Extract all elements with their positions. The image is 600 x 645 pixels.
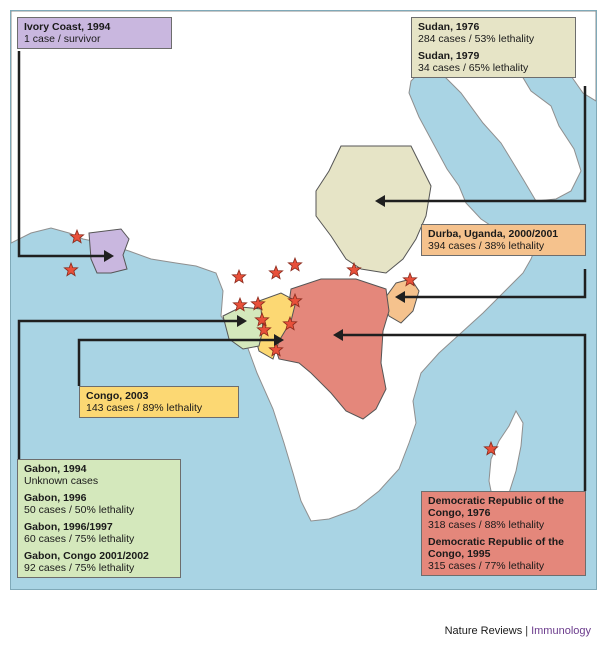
congo-title: Congo, 2003 [86, 390, 149, 402]
ivory-coast-region [88, 228, 130, 274]
gabon-entry-1996: Gabon, 1996 50 cases / 50% lethality [24, 492, 174, 516]
outbreak-star-icon [483, 440, 499, 456]
gabon-1994-title: Gabon, 1994 [24, 463, 87, 475]
outbreak-star-icon [63, 261, 79, 277]
outbreak-star-icon [346, 261, 362, 277]
congo-label: Congo, 2003 143 cases / 89% lethality [79, 386, 239, 418]
sudan-entry-1979: Sudan, 1979 34 cases / 65% lethality [418, 50, 569, 74]
outbreak-markers [63, 228, 499, 456]
africa-map [11, 11, 596, 522]
uganda-title: Durba, Uganda, 2000/2001 [428, 228, 559, 240]
ivory-coast-detail: 1 case / survivor [24, 33, 101, 45]
gabon-entry-1996-1997: Gabon, 1996/1997 60 cases / 75% lethalit… [24, 521, 174, 545]
sudan-entry-1976: Sudan, 1976 284 cases / 53% lethality [418, 21, 569, 45]
outbreak-star-icon [256, 321, 272, 337]
gabon-1994-detail: Unknown cases [24, 475, 99, 487]
sudan-region [315, 145, 432, 274]
gabon-2001-2002-title: Gabon, Congo 2001/2002 [24, 550, 149, 562]
outbreak-star-icon [268, 341, 284, 357]
sudan-1979-title: Sudan, 1979 [418, 50, 480, 62]
arrowhead [375, 195, 385, 207]
credit-separator: | [525, 625, 529, 637]
outbreak-star-icon [282, 315, 298, 331]
map: Ivory Coast, 1994 1 case / survivor Suda… [10, 10, 597, 590]
arrow-ivory-coast [17, 51, 106, 258]
arrowhead [237, 315, 247, 327]
gabon-1996-1997-title: Gabon, 1996/1997 [24, 521, 113, 533]
gabon-1996-title: Gabon, 1996 [24, 492, 87, 504]
drc-entry-1976: Democratic Republic of the Congo, 1976 3… [428, 495, 579, 531]
sudan-1976-title: Sudan, 1976 [418, 21, 480, 33]
drc-1995-detail: 315 cases / 77% lethality [428, 560, 545, 572]
ivory-coast-label: Ivory Coast, 1994 1 case / survivor [17, 17, 172, 49]
outbreak-star-icon [231, 268, 247, 284]
outbreak-star-icon [254, 311, 270, 327]
outbreak-star-icon [287, 292, 303, 308]
arrowhead [104, 250, 114, 262]
outbreak-star-icon [232, 296, 248, 312]
journal-credit: Nature Reviews | Immunology [445, 625, 591, 637]
gabon-2001-2002-detail: 92 cases / 75% lethality [24, 562, 135, 574]
outbreak-star-icon [402, 271, 418, 287]
outbreak-star-icon [69, 228, 85, 244]
uganda-label: Durba, Uganda, 2000/2001 394 cases / 38%… [421, 224, 586, 256]
gabon-1996-1997-detail: 60 cases / 75% lethality [24, 533, 135, 545]
arrow-sudan [383, 86, 587, 203]
arrowhead [274, 334, 284, 346]
journal-name: Nature Reviews [444, 625, 523, 637]
arrow-gabon [17, 319, 239, 459]
outbreak-star-icon [250, 295, 266, 311]
sudan-label: Sudan, 1976 284 cases / 53% lethality Su… [411, 17, 576, 78]
ivory-coast-title: Ivory Coast, 1994 [24, 21, 111, 33]
journal-section: Immunology [531, 625, 591, 637]
congo-detail: 143 cases / 89% lethality [86, 402, 203, 414]
gabon-label: Gabon, 1994 Unknown cases Gabon, 1996 50… [17, 459, 181, 578]
outbreak-star-icon [268, 264, 284, 280]
drc-1995-title: Democratic Republic of the Congo, 1995 [428, 536, 564, 560]
arrow-drc [341, 333, 587, 491]
drc-label: Democratic Republic of the Congo, 1976 3… [421, 491, 586, 576]
gabon-entry-1994: Gabon, 1994 Unknown cases [24, 463, 174, 487]
arrowhead [395, 291, 405, 303]
arrows [17, 51, 587, 491]
arrow-congo [77, 338, 276, 386]
sudan-1976-detail: 284 cases / 53% lethality [418, 33, 535, 45]
arrow-uganda [403, 269, 587, 299]
gabon-1996-detail: 50 cases / 50% lethality [24, 504, 135, 516]
uganda-detail: 394 cases / 38% lethality [428, 240, 545, 252]
arrowhead [333, 329, 343, 341]
drc-entry-1995: Democratic Republic of the Congo, 1995 3… [428, 536, 579, 572]
drc-region [272, 278, 390, 420]
gabon-entry-2001-2002: Gabon, Congo 2001/2002 92 cases / 75% le… [24, 550, 174, 574]
sudan-1979-detail: 34 cases / 65% lethality [418, 62, 529, 74]
drc-1976-detail: 318 cases / 88% lethality [428, 519, 545, 531]
drc-1976-title: Democratic Republic of the Congo, 1976 [428, 495, 564, 519]
outbreak-star-icon [287, 256, 303, 272]
